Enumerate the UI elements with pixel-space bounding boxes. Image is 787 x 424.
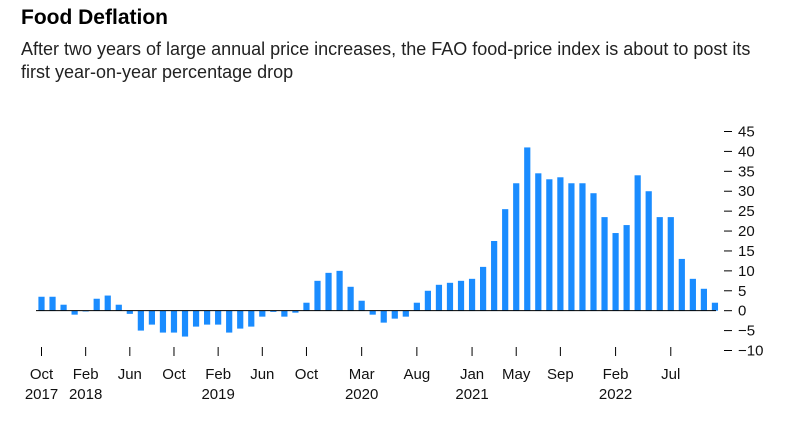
y-tick-label: 15	[738, 243, 755, 260]
x-year-label: 2022	[599, 386, 632, 403]
bar	[424, 290, 431, 311]
bar	[60, 304, 67, 311]
bar	[270, 310, 277, 312]
bar	[557, 177, 564, 311]
bar	[215, 310, 222, 325]
bar	[711, 302, 719, 311]
bar	[623, 225, 630, 311]
bar	[645, 191, 652, 311]
bar	[457, 280, 465, 311]
x-tick-label: Sep	[547, 366, 574, 383]
bar	[369, 310, 376, 315]
x-year-label: 2021	[455, 386, 488, 403]
bar	[380, 310, 387, 323]
bar	[237, 310, 244, 329]
bar	[568, 183, 575, 311]
bar	[181, 310, 189, 337]
x-tick-label: Jan	[460, 366, 484, 383]
x-axis: Oct 2017 Feb 2018 Jun Oct Feb 2019 Jun Oct Mar 2020…	[25, 347, 680, 403]
bar	[226, 310, 233, 333]
y-tick-label: 5	[738, 283, 746, 300]
x-tick-label: Oct	[162, 366, 186, 383]
bar	[590, 193, 597, 311]
x-tick-label: Oct	[30, 366, 54, 383]
bar	[667, 217, 674, 311]
bar	[137, 310, 144, 331]
y-tick-label: 40	[738, 143, 755, 160]
bar	[126, 310, 133, 314]
bar	[502, 209, 509, 311]
bar	[413, 302, 420, 311]
bar	[524, 147, 531, 311]
chart-title: Food Deflation	[21, 6, 168, 29]
bar	[546, 179, 553, 311]
bar	[248, 310, 255, 327]
bar	[358, 300, 365, 311]
y-tick-label: 35	[738, 163, 755, 180]
bar	[446, 282, 454, 311]
y-tick-label: 10	[738, 263, 755, 280]
x-tick-label: May	[502, 366, 531, 383]
chart-subtitle: After two years of large annual price in…	[21, 39, 751, 82]
x-tick-label: Feb	[205, 366, 231, 383]
bar	[435, 284, 443, 311]
bar	[93, 298, 100, 311]
bar	[71, 310, 78, 315]
x-year-label: 2020	[345, 386, 378, 403]
bar	[480, 266, 487, 311]
x-year-label: 2018	[69, 386, 102, 403]
bar	[700, 288, 707, 311]
bar	[612, 233, 619, 311]
bar	[402, 310, 409, 317]
bar	[38, 296, 45, 311]
y-tick-label: 0	[738, 303, 746, 320]
x-tick-label: Aug	[404, 366, 431, 383]
bar	[281, 310, 288, 317]
y-tick-label: 45	[738, 124, 755, 141]
bar	[49, 296, 56, 311]
x-tick-label: Jul	[661, 366, 680, 383]
y-axis: −10 −5 0 5 10 15 20 25 30 35 40 45	[724, 124, 763, 360]
bar	[259, 310, 266, 317]
bar	[689, 278, 696, 311]
bar	[292, 310, 299, 313]
bar	[579, 183, 586, 311]
bar	[347, 286, 354, 311]
bar	[491, 241, 498, 311]
bar	[148, 310, 155, 325]
bar	[115, 304, 122, 311]
bar	[601, 217, 608, 311]
bar	[204, 310, 211, 325]
y-tick-label: 25	[738, 203, 755, 220]
x-tick-label: Feb	[73, 366, 99, 383]
y-tick-label: −5	[738, 323, 755, 340]
y-tick-label: −10	[738, 343, 763, 360]
bar	[535, 173, 542, 311]
bar	[468, 278, 476, 311]
x-year-label: 2017	[25, 386, 58, 403]
bar	[391, 310, 398, 319]
bar	[314, 280, 321, 311]
bar	[656, 217, 663, 311]
bar	[513, 183, 520, 311]
x-tick-label: Feb	[603, 366, 629, 383]
y-tick-label: 20	[738, 223, 755, 240]
bar	[104, 295, 111, 311]
bar	[678, 258, 685, 311]
x-tick-label: Jun	[118, 366, 142, 383]
bar	[634, 175, 641, 311]
bar	[303, 302, 310, 311]
bar	[159, 310, 167, 333]
x-tick-label: Mar	[349, 366, 375, 383]
bar	[170, 310, 178, 333]
bar	[336, 270, 343, 311]
bars-group	[38, 147, 719, 337]
y-tick-label: 30	[738, 183, 755, 200]
x-year-label: 2019	[201, 386, 234, 403]
bar	[325, 272, 332, 311]
bar	[192, 310, 200, 327]
x-tick-label: Oct	[295, 366, 319, 383]
x-tick-label: Jun	[250, 366, 274, 383]
